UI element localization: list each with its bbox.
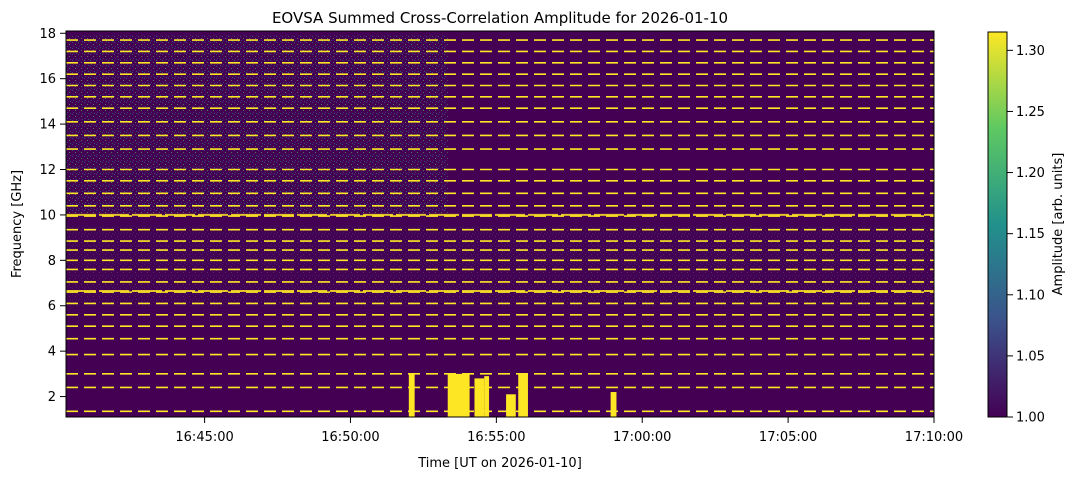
burst-block [506,394,516,417]
colorbar-ticks: 1.00 1.05 1.10 1.15 1.20 1.25 1.30 [1007,44,1045,426]
y-tick-label: 4 [48,345,56,360]
x-tick-label: 16:55:00 [467,430,525,445]
bright-block-layer [408,373,617,417]
mid-noise-region [66,226,934,306]
x-tick-label: 17:10:00 [905,430,963,445]
colorbar-tick-label: 1.25 [1016,105,1045,120]
y-tick-label: 16 [39,72,56,87]
x-axis: 16:45:00 16:50:00 16:55:00 17:00:00 17:05:00… [175,417,963,445]
x-axis-label: Time [UT on 2026-01-10] [417,456,582,471]
y-tick-label: 12 [39,163,56,178]
colorbar-gradient [987,31,1008,418]
colorbar-tick-label: 1.30 [1016,44,1045,59]
y-axis-label: Frequency [GHz] [10,170,25,278]
x-tick-label: 16:50:00 [321,430,379,445]
y-tick-label: 8 [48,254,56,269]
colorbar-label: Amplitude [arb. units] [1051,153,1066,296]
burst-block [610,392,617,417]
y-tick-label: 10 [39,208,56,223]
colorbar-tick-label: 1.20 [1016,166,1045,181]
burst-block [474,378,485,417]
y-tick-label: 14 [39,118,56,133]
active-noise-region [66,35,448,215]
y-tick-label: 6 [48,299,56,314]
y-tick-label: 18 [39,27,56,42]
x-tick-label: 17:05:00 [759,430,817,445]
burst-block [484,376,490,417]
colorbar-tick-label: 1.00 [1016,411,1045,426]
colorbar-tick-label: 1.05 [1016,349,1045,364]
saturated-band-layer [66,39,934,413]
colorbar-tick-label: 1.10 [1016,288,1045,303]
colorbar-tick-label: 1.15 [1016,227,1045,242]
x-tick-label: 16:45:00 [175,430,233,445]
burst-block [408,373,415,417]
y-axis: 2 4 6 8 10 12 14 16 18 [39,27,66,405]
y-tick-label: 2 [48,390,56,405]
burst-block [518,373,528,417]
chart-title: EOVSA Summed Cross-Correlation Amplitude… [272,9,728,27]
plot-frame [65,30,935,418]
x-tick-label: 17:00:00 [613,430,671,445]
colorbar: 1.00 1.05 1.10 1.15 1.20 1.25 1.30 Amplitude [… [987,31,1066,426]
burst-block [447,373,470,417]
plot-area [66,31,934,417]
